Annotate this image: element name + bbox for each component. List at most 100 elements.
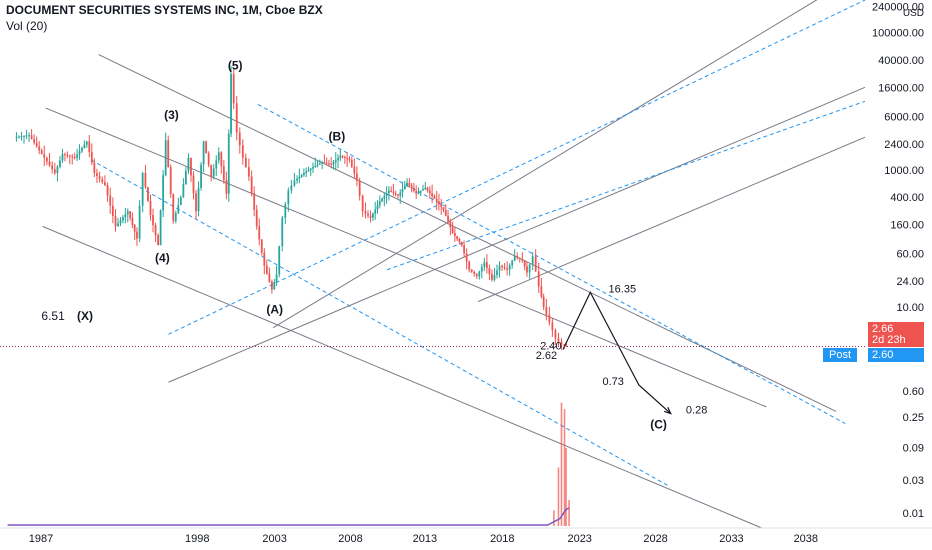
candle-body [506,268,509,270]
candle-body [263,252,266,266]
candle-body [15,136,18,138]
candle-body [296,178,298,181]
projection-path [562,291,672,414]
candle-body [473,271,476,275]
candle-body [381,198,383,202]
candle-body [343,156,346,158]
candle-body [169,167,172,195]
wave-labels-layer: (3) (5) (4) (B) (A) (C) 6.51 (X) [41,59,667,432]
candle-body [48,161,51,166]
price-axis-tick: 16000.00 [878,82,924,94]
candle-body [90,151,93,163]
candle-body [372,213,374,218]
candle-body [417,192,420,194]
time-axis-tick: 1987 [29,533,53,545]
wave-label: 6.51 [41,309,65,323]
volume-bar [565,448,567,526]
candle-body [152,214,154,226]
wave-label: (X) [77,309,93,323]
wave-label: (4) [155,251,170,265]
candle-body [247,167,250,177]
candle-body [222,166,225,180]
candle-body [475,274,478,277]
candle-body [93,162,96,174]
candle-body [483,262,486,267]
candle-body [59,160,61,167]
candle-body [149,200,152,215]
candle-body [442,207,445,211]
time-axis-tick: 2038 [794,533,818,545]
candle-body [403,185,406,190]
candle-body [260,239,263,253]
projection-arrowhead [663,406,672,415]
candle-body [202,141,205,165]
pitchfork-line [98,54,837,412]
price-axis-tick: 40000.00 [878,55,924,67]
candle-body [374,209,377,214]
candle-body [61,154,64,161]
candle-body [275,274,278,282]
candle-body [401,189,404,193]
last-price-badge: 2.66 [868,322,924,336]
candle-body [339,155,342,159]
candle-body [369,215,372,218]
candle-body [560,341,563,345]
pitchfork-line [257,104,846,424]
candle-body [385,193,388,196]
candle-body [513,256,516,261]
volume-indicator-label[interactable]: Vol (20) [6,19,48,33]
candle-body [268,273,271,282]
candle-body [410,185,413,189]
candle-body [177,205,180,214]
candle-body [197,187,200,212]
candle-body [548,314,551,323]
price-axis-tick: 1000.00 [884,165,924,177]
price-axis-tick: 0.25 [903,412,924,424]
candle-body [43,154,46,158]
currency-label: USD [902,8,924,19]
candle-body [397,194,399,196]
candle-body [350,159,353,167]
candle-body [348,158,351,160]
candle-body [367,213,369,216]
price-axis-tick: 60.00 [896,249,924,261]
candle-body [182,184,185,198]
candle-body [302,173,305,175]
candle-body [337,158,339,161]
candle-body [238,132,241,146]
price-axis-tick: 240000.00 [872,2,924,14]
candle-body [508,265,511,270]
candle-body [361,195,364,212]
candle-body [390,190,393,192]
candle-body [323,162,326,164]
time-axis-tick: 2028 [643,533,667,545]
candle-body [456,236,459,240]
candle-body [470,269,473,272]
candle-body [399,192,402,196]
candles-layer [15,65,568,351]
candle-body [419,190,422,193]
candle-body [25,135,28,137]
candle-body [284,204,287,218]
candle-body [114,216,117,227]
candle-body [111,205,114,217]
candle-body [179,197,182,206]
candle-body [217,152,220,161]
candle-body [141,173,144,206]
candle-body [101,179,104,183]
candle-body [465,253,468,262]
candle-body [278,246,281,275]
candle-body [250,176,253,194]
candle-body [190,157,192,176]
volume-bar [560,402,563,526]
candle-body [316,164,319,166]
bar-countdown-badge: 2d 23h [868,334,924,347]
candle-body [133,224,136,232]
candle-body [325,162,328,164]
candle-body [73,157,76,159]
candle-body [244,157,247,168]
candle-body [318,163,321,165]
candle-body [83,144,86,148]
